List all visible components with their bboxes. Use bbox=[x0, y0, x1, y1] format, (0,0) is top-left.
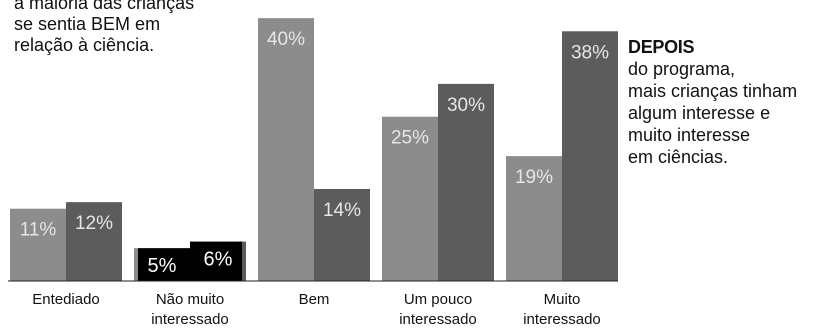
bar-series-2 bbox=[66, 202, 122, 281]
bar-series-1 bbox=[258, 18, 314, 282]
right-annotation-title: DEPOIS bbox=[628, 37, 695, 57]
bar-series-2 bbox=[438, 83, 494, 281]
category-label: Muito bbox=[544, 291, 581, 308]
bar-series-1 bbox=[506, 156, 562, 281]
category-label: interessado bbox=[399, 311, 477, 328]
data-label: 38% bbox=[571, 42, 609, 63]
bar-series-2 bbox=[314, 189, 370, 281]
category-label: interessado bbox=[523, 311, 601, 328]
data-label: 19% bbox=[515, 167, 553, 188]
left-annotation-line: a maioria das crianças bbox=[14, 0, 195, 13]
category-labels-group: Entediado Não muito interessado Bem Um pouco… bbox=[32, 291, 601, 328]
category-label: Um pouco bbox=[404, 291, 472, 308]
data-label: 5% bbox=[148, 255, 177, 277]
data-label: 30% bbox=[447, 95, 485, 116]
right-annotation-line: em ciências. bbox=[628, 147, 729, 167]
category-label: Bem bbox=[299, 291, 330, 308]
left-annotation-line: relação à ciência. bbox=[14, 35, 155, 55]
right-annotation: DEPOIS do programa, mais crianças tinham… bbox=[628, 36, 826, 168]
bars-group bbox=[10, 18, 618, 282]
bar-edge bbox=[134, 248, 138, 281]
bar-series-1 bbox=[10, 208, 66, 281]
data-label: 40% bbox=[267, 29, 305, 50]
data-label: 11% bbox=[20, 220, 57, 241]
value-labels-group: 11% 12% 5% 6% 40% 14% 25% 30% 19% 38% bbox=[20, 29, 609, 277]
bar-edge bbox=[242, 241, 246, 281]
data-label: 12% bbox=[75, 213, 113, 234]
data-label: 25% bbox=[391, 128, 429, 149]
left-annotation: a maioria das crianças se sentia BEM em … bbox=[14, 0, 254, 56]
category-label: Entediado bbox=[32, 291, 100, 308]
right-annotation-line: algum interesse e bbox=[628, 103, 771, 123]
bar-series-1 bbox=[138, 248, 190, 281]
right-annotation-line: muito interesse bbox=[628, 125, 751, 145]
left-annotation-line: se sentia BEM em bbox=[14, 14, 161, 34]
bar-series-2 bbox=[190, 241, 242, 281]
bar-series-1 bbox=[382, 116, 438, 281]
right-annotation-line: mais crianças tinham bbox=[628, 81, 798, 101]
data-label: 6% bbox=[204, 249, 233, 271]
category-label: Não muito bbox=[156, 291, 224, 308]
category-label: interessado bbox=[151, 311, 229, 328]
bar-series-2 bbox=[562, 31, 618, 281]
right-annotation-line: do programa, bbox=[628, 59, 736, 79]
data-label: 14% bbox=[323, 200, 361, 221]
